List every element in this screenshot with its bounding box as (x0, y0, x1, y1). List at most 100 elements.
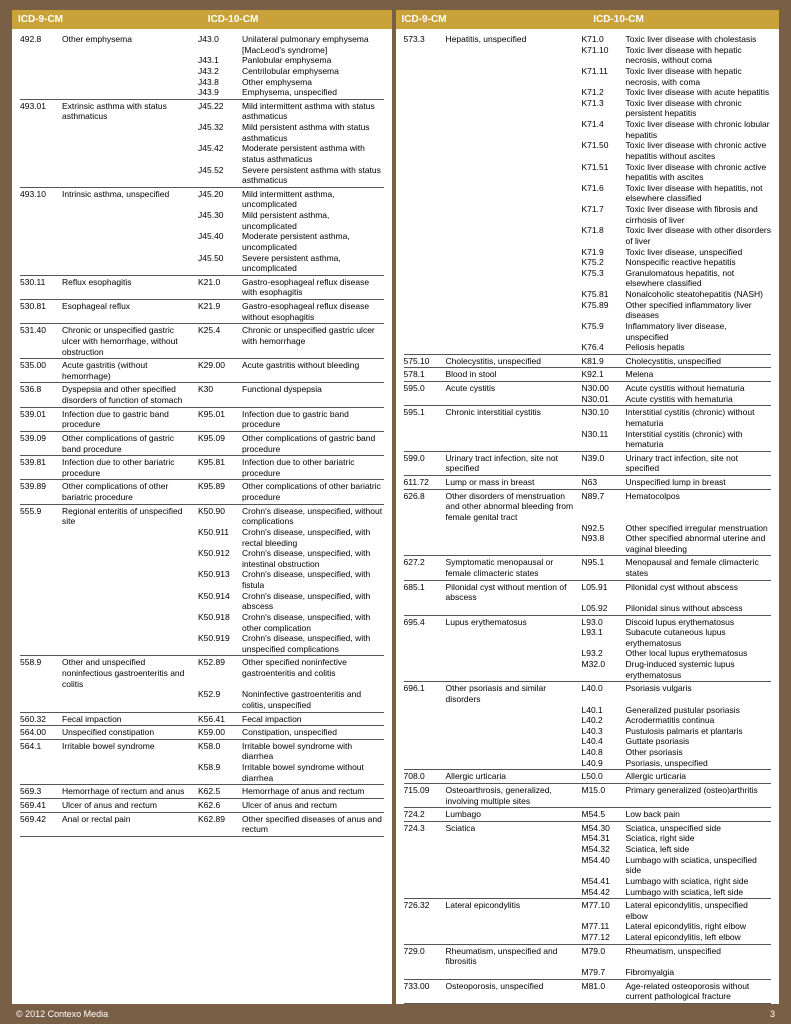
icd10-description: Inflammatory liver disease, unspecified (626, 321, 772, 342)
icd10-description: Infection due to gastric band procedure (242, 409, 384, 430)
icd10-description: Other psoriasis (626, 747, 772, 758)
icd9-code: 578.1 (404, 369, 446, 380)
icd10-code: J45.40 (198, 231, 242, 242)
icd10-code: K71.6 (582, 183, 626, 194)
icd9-code: 530.81 (20, 301, 62, 312)
icd9-description: Unspecified constipation (62, 727, 198, 738)
icd10-description: Sciatica, unspecified side (626, 823, 772, 834)
icd10-code: K71.50 (582, 140, 626, 151)
icd10-description: Other emphysema (242, 77, 384, 88)
icd9-description: Irritable bowel syndrome (62, 741, 198, 752)
icd9-description: Esophageal reflux (62, 301, 198, 312)
icd10-code: L05.92 (582, 603, 626, 614)
icd10-code: L93.2 (582, 648, 626, 659)
icd10-description: Panlobular emphysema (242, 55, 384, 66)
icd10-description: Other specified abnormal uterine and vag… (626, 533, 772, 554)
code-row: 569.41Ulcer of anus and rectumK62.6Ulcer… (20, 800, 384, 811)
code-row: K71.10Toxic liver disease with hepatic n… (404, 45, 772, 66)
icd10-description: Crohn's disease, unspecified, without co… (242, 506, 384, 527)
icd10-code: M54.30 (582, 823, 626, 834)
icd10-code: M54.41 (582, 876, 626, 887)
code-row: K75.3Granulomatous hepatitis, not elsewh… (404, 268, 772, 289)
icd9-code: 539.01 (20, 409, 62, 420)
code-row: L40.9Psoriasis, unspecified (404, 758, 772, 769)
copyright-text: © 2012 Contexo Media (16, 1009, 108, 1019)
icd10-code: K75.3 (582, 268, 626, 279)
icd10-description: Mild persistent asthma with status asthm… (242, 122, 384, 143)
icd9-description: Dyspepsia and other specified disorders … (62, 384, 198, 405)
code-row: 595.1Chronic interstitial cystitisN30.10… (404, 407, 772, 428)
code-group: 578.1Blood in stoolK92.1Melena (404, 368, 772, 382)
code-row: K58.9Irritable bowel syndrome without di… (20, 762, 384, 783)
icd9-description: Other complications of gastric band proc… (62, 433, 198, 454)
code-group: 536.8Dyspepsia and other specified disor… (20, 383, 384, 407)
icd9-code: 564.00 (20, 727, 62, 738)
icd10-code: N39.0 (582, 453, 626, 464)
icd10-code: L40.2 (582, 715, 626, 726)
code-row: M54.41Lumbago with sciatica, right side (404, 876, 772, 887)
code-row: L40.8Other psoriasis (404, 747, 772, 758)
icd9-description: Rheumatism, unspecified and fibrositis (446, 946, 582, 967)
icd10-code: K75.89 (582, 300, 626, 311)
icd10-code: K62.6 (198, 800, 242, 811)
icd9-description: Ulcer of anus and rectum (62, 800, 198, 811)
icd10-description: Functional dyspepsia (242, 384, 384, 395)
icd10-code: K56.41 (198, 714, 242, 725)
code-row: L40.4Guttate psoriasis (404, 736, 772, 747)
icd10-code: M77.10 (582, 900, 626, 911)
icd10-description: Crohn's disease, unspecified, with absce… (242, 591, 384, 612)
icd10-description: Other specified irregular menstruation (626, 523, 772, 534)
code-group: 569.41Ulcer of anus and rectumK62.6Ulcer… (20, 799, 384, 813)
icd9-code: 492.8 (20, 34, 62, 45)
code-row: K50.911Crohn's disease, unspecified, wit… (20, 527, 384, 548)
icd10-description: Emphysema, unspecified (242, 87, 384, 98)
code-row: M54.40Lumbago with sciatica, unspecified… (404, 855, 772, 876)
code-row: M54.32Sciatica, left side (404, 844, 772, 855)
code-group: 531.40Chronic or unspecified gastric ulc… (20, 324, 384, 359)
icd10-description: Acute cystitis without hematuria (626, 383, 772, 394)
icd10-code: L40.3 (582, 726, 626, 737)
code-group: 715.09Osteoarthrosis, generalized, invol… (404, 784, 772, 808)
icd10-code: L40.8 (582, 747, 626, 758)
code-group: 729.0Rheumatism, unspecified and fibrosi… (404, 945, 772, 980)
icd10-description: Other local lupus erythematosus (626, 648, 772, 659)
icd10-code: M79.0 (582, 946, 626, 957)
icd9-code: 560.32 (20, 714, 62, 725)
icd9-code: 569.3 (20, 786, 62, 797)
code-group: 696.1Other psoriasis and similar disorde… (404, 682, 772, 770)
code-row: 569.42Anal or rectal painK62.89Other spe… (20, 814, 384, 835)
icd10-code: N95.1 (582, 557, 626, 568)
icd10-description: Toxic liver disease, unspecified (626, 247, 772, 258)
icd10-description: Constipation, unspecified (242, 727, 384, 738)
code-row: L05.92Pilonidal sinus without abscess (404, 603, 772, 614)
code-row: M77.11Lateral epicondylitis, right elbow (404, 921, 772, 932)
icd9-code: 539.09 (20, 433, 62, 444)
code-row: 729.0Rheumatism, unspecified and fibrosi… (404, 946, 772, 967)
icd10-description: Pilonidal cyst without abscess (626, 582, 772, 593)
icd10-code: K76.4 (582, 342, 626, 353)
code-row: K50.913Crohn's disease, unspecified, wit… (20, 569, 384, 590)
icd10-description: Interstitial cystitis (chronic) with hem… (626, 429, 772, 450)
icd10-code: J45.30 (198, 210, 242, 221)
code-row: 536.8Dyspepsia and other specified disor… (20, 384, 384, 405)
column-header-row: ICD-9-CM ICD-10-CM (12, 10, 392, 29)
icd9-code: 733.00 (404, 981, 446, 992)
icd9-code: 611.72 (404, 477, 446, 488)
icd9-description: Pilonidal cyst without mention of absces… (446, 582, 582, 603)
icd10-code: K92.1 (582, 369, 626, 380)
icd10-code: J45.20 (198, 189, 242, 200)
code-row: K71.51Toxic liver disease with chronic a… (404, 162, 772, 183)
icd9-description: Lumbago (446, 809, 582, 820)
icd10-description: Nonalcoholic steatohepatitis (NASH) (626, 289, 772, 300)
icd10-code: K50.911 (198, 527, 242, 538)
icd9-code: 595.0 (404, 383, 446, 394)
icd10-description: Lateral epicondylitis, left elbow (626, 932, 772, 943)
code-row: 575.10Cholecystitis, unspecifiedK81.9Cho… (404, 356, 772, 367)
icd10-description: Discoid lupus erythematosus (626, 617, 772, 628)
icd10-description: Mild intermittent asthma with status ast… (242, 101, 384, 122)
code-group: 595.0Acute cystitisN30.00Acute cystitis … (404, 382, 772, 406)
code-row: L40.1Generalized pustular psoriasis (404, 705, 772, 716)
icd10-description: Drug-induced systemic lupus erythematosu… (626, 659, 772, 680)
icd9-description: Other disorders of menstruation and othe… (446, 491, 582, 523)
code-group: 530.81Esophageal refluxK21.9Gastro-esoph… (20, 300, 384, 324)
